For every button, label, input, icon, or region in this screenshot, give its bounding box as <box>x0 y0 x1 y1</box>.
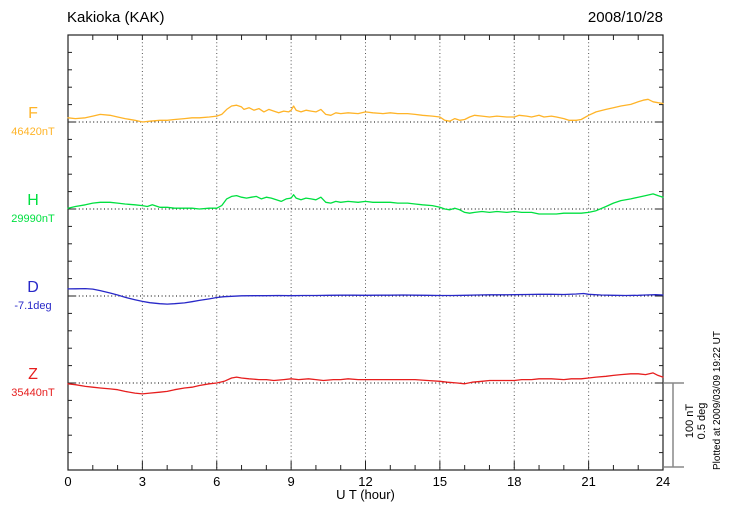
trace-D <box>67 287 664 305</box>
series-baseline-value-F: 46420nT <box>11 126 55 138</box>
x-tick-label-6: 6 <box>213 474 220 489</box>
x-tick-label-21: 21 <box>581 474 595 489</box>
scale-bar-label-deg: 0.5 deg <box>696 402 708 440</box>
series-baseline-value-Z: 35440nT <box>11 387 55 399</box>
date-label: 2008/10/28 <box>587 9 663 26</box>
x-tick-label-3: 3 <box>139 474 146 489</box>
x-axis-title: U T (hour) <box>336 487 395 502</box>
series-letter-F: F <box>28 105 38 122</box>
scale-bar-labels: 100 nT 0.5 deg <box>684 386 708 456</box>
x-tick-label-12: 12 <box>358 474 372 489</box>
x-tick-label-18: 18 <box>507 474 521 489</box>
series-label-D: D -7.1deg <box>2 279 64 313</box>
page-title: Kakioka (KAK) <box>67 9 165 26</box>
series-baseline-value-H: 29990nT <box>11 213 55 225</box>
series-label-H: H 29990nT <box>2 192 64 226</box>
x-tick-label-9: 9 <box>288 474 295 489</box>
plot-border <box>67 34 664 471</box>
scale-bar-label-nt: 100 nT <box>684 403 696 439</box>
series-letter-H: H <box>27 192 39 209</box>
x-tick-label-15: 15 <box>433 474 447 489</box>
trace-Z <box>67 372 664 395</box>
series-label-F: F 46420nT <box>2 105 64 139</box>
x-tick-label-24: 24 <box>656 474 670 489</box>
series-baseline-value-D: -7.1deg <box>14 300 52 312</box>
series-label-Z: Z 35440nT <box>2 366 64 400</box>
series-letter-D: D <box>27 279 39 296</box>
x-tick-label-0: 0 <box>64 474 71 489</box>
series-letter-Z: Z <box>28 366 38 383</box>
trace-H <box>67 193 664 215</box>
plotted-at-note: Plotted at 2009/03/09 19:22 UT <box>712 331 723 470</box>
trace-F <box>67 98 664 123</box>
